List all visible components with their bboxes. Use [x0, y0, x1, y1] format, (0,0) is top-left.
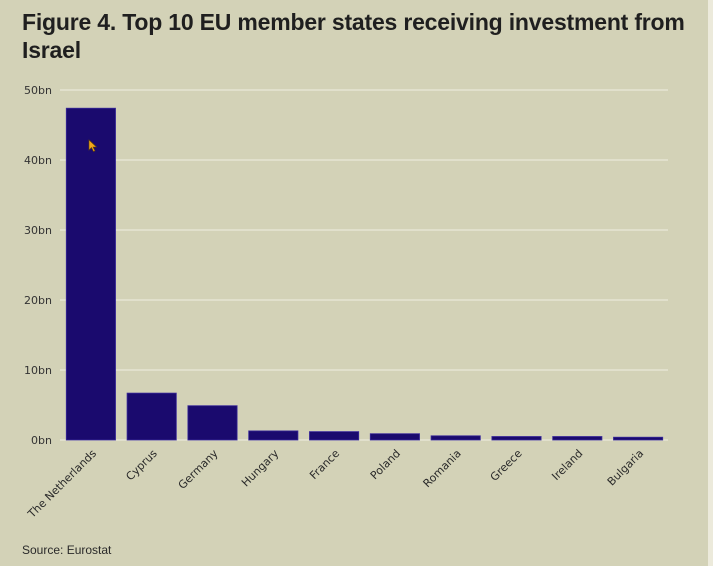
right-edge-border: [708, 0, 713, 566]
x-tick-label: Germany: [176, 447, 221, 492]
bar-bulgaria: [613, 436, 664, 441]
x-tick-label: Ireland: [549, 447, 585, 483]
y-tick-label: 40bn: [24, 154, 52, 167]
y-tick-label: 10bn: [24, 364, 52, 377]
bar-germany: [187, 405, 238, 441]
chart-title: Figure 4. Top 10 EU member states receiv…: [22, 9, 685, 63]
mouse-cursor-icon: [88, 139, 98, 152]
x-tick-label: Greece: [488, 447, 525, 484]
x-tick-label: Romania: [421, 447, 464, 490]
x-tick-label: The Netherlands: [25, 447, 99, 521]
bar-the-netherlands: [65, 107, 116, 441]
bar-france: [309, 431, 360, 441]
y-axis-ticks: 0bn 10bn 20bn 30bn 40bn 50bn: [24, 84, 52, 447]
bar-hungary: [248, 430, 299, 441]
y-tick-label: 30bn: [24, 224, 52, 237]
y-tick-label: 50bn: [24, 84, 52, 97]
y-tick-label: 20bn: [24, 294, 52, 307]
y-tick-label: 0bn: [31, 434, 52, 447]
x-tick-label: Poland: [368, 447, 403, 482]
bar-ireland: [552, 436, 603, 441]
bar-greece: [491, 436, 542, 441]
bar-romania: [430, 435, 481, 441]
source-note: Source: Eurostat: [22, 543, 112, 557]
x-axis-ticks: The Netherlands Cyprus Germany Hungary Franc…: [25, 447, 646, 522]
x-tick-label: Cyprus: [123, 447, 160, 484]
gridlines: [60, 89, 668, 441]
x-tick-label: Bulgaria: [605, 447, 646, 488]
bars: [65, 107, 664, 441]
x-tick-label: Hungary: [239, 447, 282, 490]
x-tick-label: France: [307, 447, 342, 482]
bar-poland: [369, 433, 420, 441]
bar-cyprus: [126, 392, 177, 441]
